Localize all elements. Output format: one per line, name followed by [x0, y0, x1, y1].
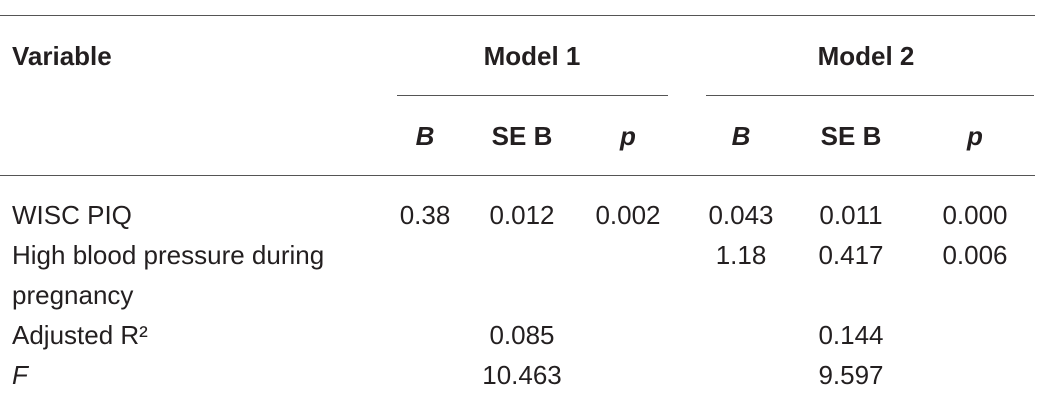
row-label: F — [12, 360, 28, 390]
cell: 0.144 — [818, 320, 884, 350]
cell: 9.597 — [818, 360, 884, 390]
column-header: SE B — [820, 121, 882, 151]
row-label: WISC PIQ — [12, 200, 132, 230]
group-rule — [706, 95, 1034, 96]
cell: 0.38 — [399, 200, 451, 230]
top-rule — [0, 15, 1035, 16]
column-header: B — [415, 121, 435, 151]
cell: 0.043 — [708, 200, 774, 230]
row-label: High blood pressure during pregnancy — [12, 240, 325, 310]
group-header: Model 2 — [817, 41, 915, 71]
group-rule — [397, 95, 668, 96]
column-header: B — [731, 121, 751, 151]
cell: 0.417 — [818, 240, 884, 270]
cell: 0.002 — [595, 200, 661, 230]
cell: 1.18 — [715, 240, 767, 270]
row-label: Adjusted R² — [12, 320, 148, 350]
cell: 0.085 — [489, 320, 555, 350]
cell: 10.463 — [482, 360, 562, 390]
column-header: SE B — [491, 121, 553, 151]
variable-header: Variable — [12, 41, 112, 71]
column-header: p — [967, 121, 983, 151]
cell: 0.000 — [942, 200, 1008, 230]
cell: 0.011 — [819, 200, 883, 230]
column-header: p — [620, 121, 636, 151]
cell: 0.006 — [942, 240, 1008, 270]
cell: 0.012 — [489, 200, 555, 230]
header-rule — [0, 175, 1035, 176]
group-header: Model 1 — [483, 41, 581, 71]
